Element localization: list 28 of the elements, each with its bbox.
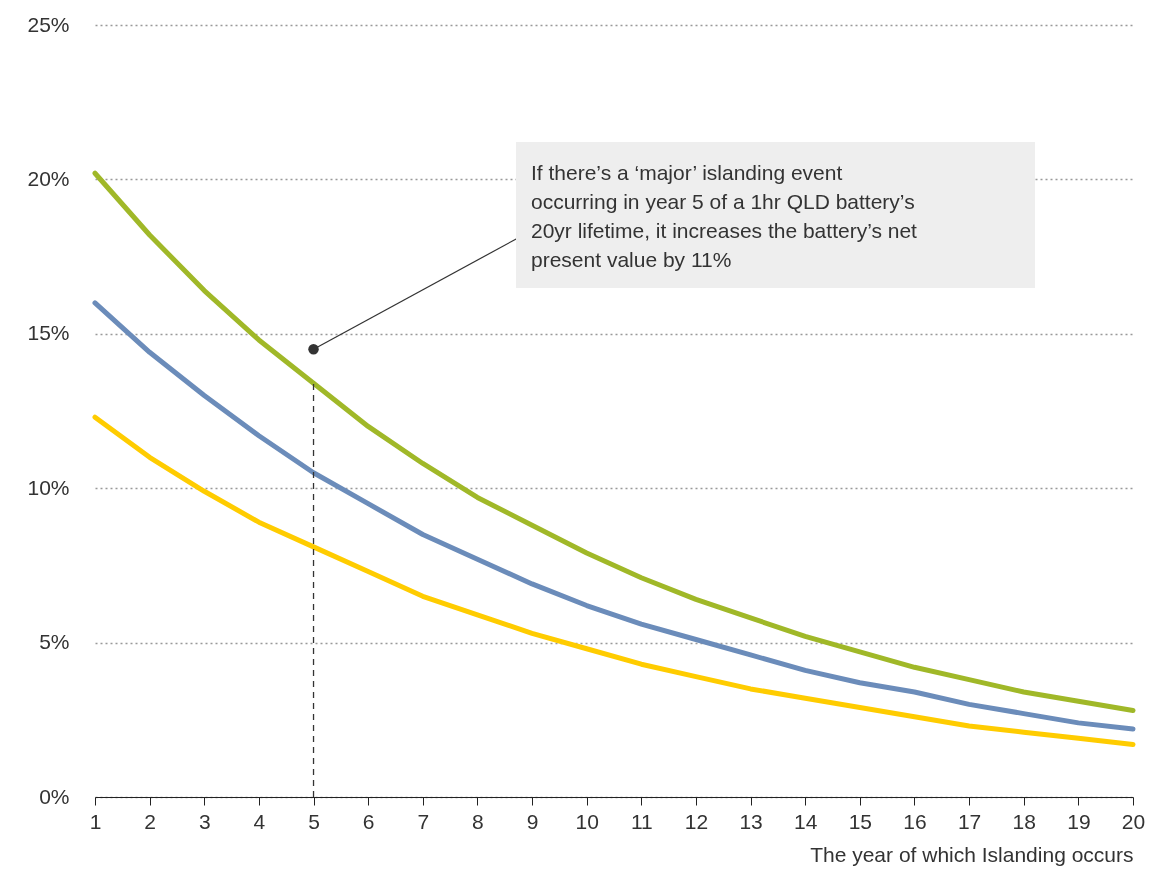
x-tick-label: 3: [198, 809, 211, 833]
y-tick-label: 5%: [39, 630, 70, 654]
x-tick-label: 5: [308, 809, 320, 833]
y-tick-label: 20%: [27, 166, 70, 190]
x-tick-label: 18: [1012, 809, 1036, 833]
x-tick-label: 16: [903, 809, 927, 833]
x-tick-label: 9: [526, 809, 539, 833]
x-tick-label: 13: [739, 809, 763, 833]
x-tick-label: 10: [575, 809, 599, 833]
x-tick-label: 4: [253, 809, 266, 833]
x-tick-label: 12: [684, 809, 709, 833]
x-tick-label: 2: [144, 809, 156, 833]
y-tick-label: 15%: [27, 321, 70, 345]
x-tick-label: 14: [794, 809, 818, 833]
x-tick-label: 1: [89, 809, 102, 833]
y-tick-label: 10%: [27, 475, 70, 499]
x-tick-label: 6: [362, 809, 375, 833]
x-tick-label: 7: [417, 809, 430, 833]
x-tick-label: 11: [630, 809, 653, 833]
x-tick-label: 20: [1121, 809, 1146, 833]
y-tick-label: 0%: [39, 784, 70, 808]
x-tick-label: 19: [1067, 809, 1091, 833]
x-tick-label: 17: [957, 809, 982, 833]
x-tick-label: 8: [472, 809, 484, 833]
x-axis-title: The year of which Islanding occurs: [810, 842, 1134, 866]
x-tick-label: 15: [848, 809, 873, 833]
y-tick-label: 25%: [27, 12, 70, 36]
note-box: If there’s a ‘major’ islanding event occurring in year 5 of a 1hr QLD battery’s 20yr lifetime, it increases the battery’s net present value by 11%: [516, 142, 1035, 288]
